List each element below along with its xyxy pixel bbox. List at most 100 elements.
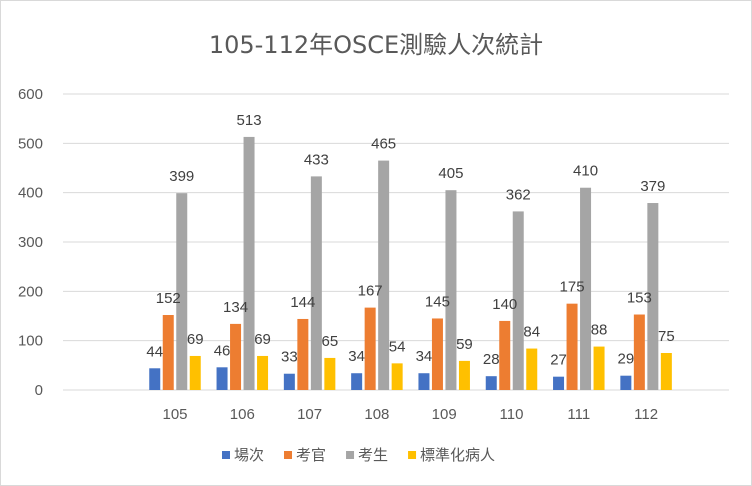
legend-swatch [346,451,355,459]
gridlines [63,93,729,391]
bar [176,193,188,390]
bar [647,203,659,390]
data-label: 69 [187,331,204,348]
bar [310,176,322,390]
data-label: 140 [492,296,517,313]
bar [297,318,309,390]
data-label: 28 [483,351,500,368]
data-label: 167 [358,283,383,300]
data-label: 144 [290,294,315,311]
bar [418,373,430,390]
legend-swatch [408,451,417,459]
bar [445,190,457,390]
bar [149,368,161,390]
legend-swatch [222,451,230,459]
bar [257,355,269,390]
y-tick-label: 600 [18,86,43,103]
data-label: 405 [438,165,463,182]
legend: 場次 考官 考生 標準化病人 [222,446,495,464]
data-labels: 44 152 399 69 46 134 513 69 33 144 433 65 34 167 465 54… [146,112,674,369]
data-label: 513 [237,112,262,129]
data-label: 34 [416,348,433,365]
bar [431,318,443,390]
bar [593,346,605,390]
x-tick-label: 112 [634,406,658,423]
y-tick-label: 400 [18,185,43,202]
bar [378,160,390,390]
bar [216,367,228,390]
data-label: 379 [640,178,665,195]
bar [458,360,470,390]
bar [391,363,403,390]
data-label: 433 [304,151,329,168]
bar [526,348,538,390]
legend-swatch [284,451,293,459]
x-tick-label: 110 [500,406,524,423]
data-label: 75 [658,328,675,345]
data-label: 152 [156,290,181,307]
chart-title: 105-112年OSCE測驗人次統計 [209,31,543,59]
bar [324,357,336,390]
legend-label: 考官 [296,446,326,464]
bar [553,376,565,390]
bar [660,353,672,390]
bar [162,315,174,390]
data-label: 33 [281,349,298,366]
legend-label: 考生 [358,446,388,464]
data-label: 465 [371,136,396,153]
data-label: 27 [550,352,567,369]
data-label: 399 [169,168,194,185]
data-label: 84 [523,324,540,341]
bar [512,211,524,390]
legend-label: 標準化病人 [420,446,495,464]
bar [230,323,242,390]
legend-item: 標準化病人 [408,446,495,464]
data-label: 46 [214,342,231,359]
x-tick-label: 107 [297,406,322,423]
y-tick-label: 100 [18,333,43,350]
y-tick-label: 300 [18,234,43,251]
data-label: 44 [146,343,163,360]
data-label: 362 [506,186,531,203]
data-label: 34 [348,348,365,365]
bar [351,373,363,390]
y-tick-label: 200 [18,283,43,300]
bar [283,373,295,390]
bar [620,375,632,390]
legend-label: 場次 [234,446,264,464]
data-label: 153 [627,290,652,307]
data-label: 54 [389,338,406,355]
data-label: 175 [560,279,585,296]
y-axis: 0 100 200 300 400 500 600 [18,86,43,399]
bar [580,187,592,390]
x-tick-label: 105 [162,406,187,423]
data-label: 29 [618,351,635,368]
x-tick-label: 109 [432,406,457,423]
legend-item: 考生 [346,446,388,464]
bars [149,136,672,390]
y-tick-label: 0 [35,382,43,399]
x-tick-label: 108 [364,406,389,423]
bar [485,376,497,390]
data-label: 134 [223,299,248,316]
bar [243,136,255,390]
bar [499,320,511,390]
x-tick-label: 106 [230,406,255,423]
bar [566,303,578,390]
legend-item: 場次 [222,446,264,464]
x-axis: 105 106 107 108 109 110 111 112 [162,406,658,423]
data-label: 145 [425,293,450,310]
y-tick-label: 500 [18,135,43,152]
data-label: 69 [254,331,271,348]
data-label: 410 [573,163,598,180]
data-label: 65 [322,333,339,350]
x-tick-label: 111 [567,406,590,423]
bar [364,307,376,390]
data-label: 88 [591,322,608,339]
legend-item: 考官 [284,446,326,464]
data-label: 59 [456,336,473,353]
bar [633,314,645,390]
bar [189,355,201,390]
